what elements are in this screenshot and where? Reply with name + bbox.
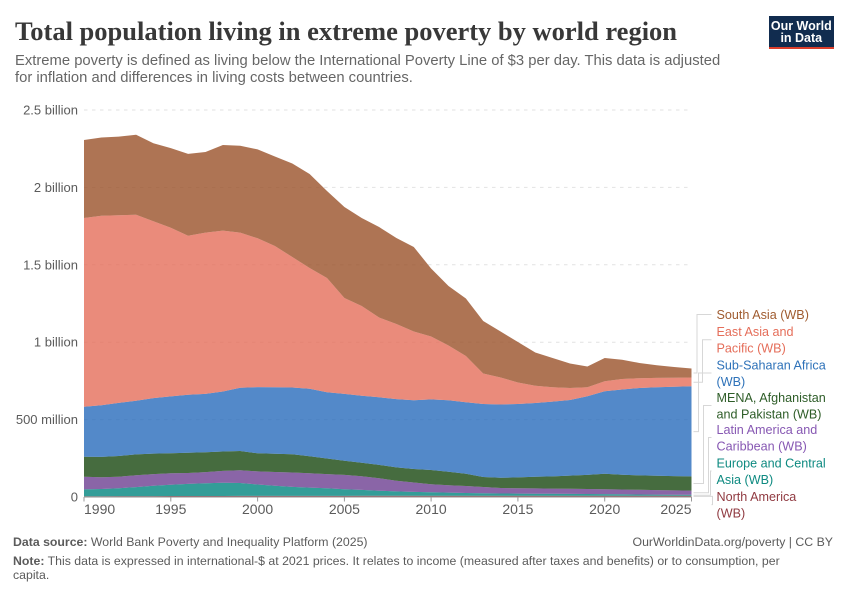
svg-text:500 million: 500 million — [16, 412, 78, 427]
svg-text:2015: 2015 — [502, 501, 533, 517]
svg-text:2025: 2025 — [660, 501, 691, 517]
svg-text:2020: 2020 — [589, 501, 620, 517]
svg-text:Pacific (WB): Pacific (WB) — [717, 342, 786, 356]
svg-text:2000: 2000 — [242, 501, 273, 517]
svg-text:2 billion: 2 billion — [34, 180, 78, 195]
svg-text:Europe and Central: Europe and Central — [717, 456, 826, 470]
svg-text:Latin America and: Latin America and — [717, 423, 818, 437]
svg-text:1995: 1995 — [155, 501, 186, 517]
svg-text:2010: 2010 — [416, 501, 447, 517]
svg-text:South Asia (WB): South Asia (WB) — [717, 308, 809, 322]
svg-text:1 billion: 1 billion — [34, 335, 78, 350]
svg-text:2.5 billion: 2.5 billion — [23, 103, 78, 118]
svg-text:East Asia and: East Asia and — [717, 325, 794, 339]
svg-text:Sub-Saharan Africa: Sub-Saharan Africa — [717, 358, 826, 372]
svg-text:1.5 billion: 1.5 billion — [23, 257, 78, 272]
svg-text:MENA, Afghanistan: MENA, Afghanistan — [717, 391, 826, 405]
svg-text:North America: North America — [717, 490, 797, 504]
svg-text:0: 0 — [71, 490, 78, 505]
svg-text:(WB): (WB) — [717, 507, 746, 521]
svg-text:1990: 1990 — [84, 501, 115, 517]
svg-text:Asia (WB): Asia (WB) — [717, 473, 774, 487]
svg-text:and Pakistan (WB): and Pakistan (WB) — [717, 407, 822, 421]
svg-text:Caribbean (WB): Caribbean (WB) — [717, 439, 807, 453]
svg-text:(WB): (WB) — [717, 375, 746, 389]
svg-text:2005: 2005 — [329, 501, 360, 517]
